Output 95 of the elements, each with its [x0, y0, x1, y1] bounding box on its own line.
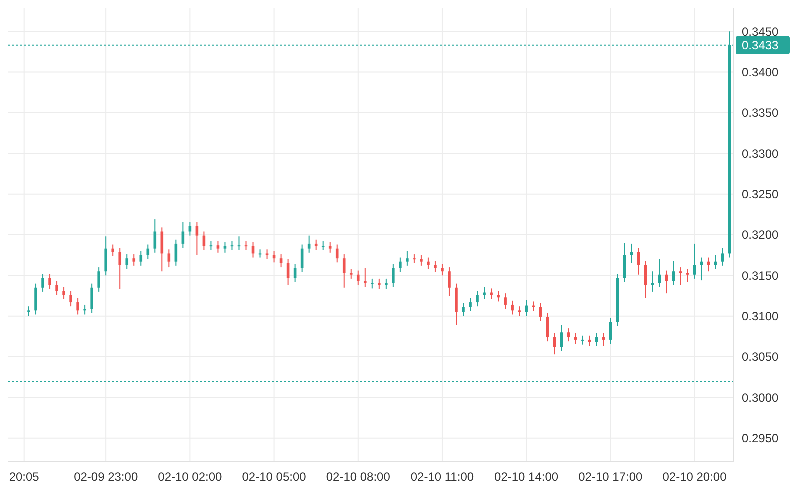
candlestick [448, 267, 451, 297]
candlestick [34, 283, 38, 316]
candlestick [62, 286, 66, 300]
x-tick-label: 02-10 14:00 [494, 470, 559, 484]
candlestick [48, 274, 52, 290]
y-tick-label: 0.3450 [742, 24, 780, 39]
candlestick [602, 332, 606, 347]
candlestick [693, 243, 696, 280]
y-tick-label: 0.3200 [742, 228, 780, 242]
candlestick [595, 332, 598, 347]
candlestick [399, 257, 402, 273]
candlestick [392, 264, 395, 288]
candlestick [196, 221, 199, 256]
candlestick [553, 332, 556, 356]
candlestick [378, 278, 381, 290]
candlestick [630, 243, 634, 264]
candlestick [546, 312, 549, 342]
candlestick [42, 274, 44, 292]
candlestick [560, 324, 564, 352]
x-tick-label: 02-09 23:00 [74, 470, 138, 484]
candlestick [308, 235, 311, 254]
candlestick [406, 250, 409, 266]
candlestick [504, 293, 507, 310]
candlestick [525, 300, 528, 317]
candlestick [216, 241, 220, 254]
candlestick [427, 257, 430, 270]
candlestick [644, 260, 648, 299]
candlestick [721, 248, 724, 266]
candlestick [462, 302, 465, 317]
x-tick-label: 02-10 20:00 [662, 470, 728, 484]
candlestick [609, 317, 612, 345]
x-tick-label: 02-10 02:00 [158, 470, 223, 484]
candlestick [140, 250, 143, 266]
candlestick [90, 283, 94, 314]
candlestick [258, 249, 262, 258]
candlestick [146, 244, 150, 260]
candlestick [385, 278, 388, 290]
candlestick [336, 244, 339, 264]
candlestick [434, 260, 437, 273]
y-tick-label: 0.2950 [742, 432, 780, 446]
y-tick-label: 0.3000 [742, 390, 780, 405]
candlestick [328, 242, 332, 254]
x-tick-label: 02-10 17:00 [578, 470, 644, 484]
y-tick-label: 0.3350 [742, 106, 780, 120]
candlestick [350, 268, 353, 280]
candlestick [126, 254, 129, 270]
candlestick [539, 302, 542, 322]
candlestick [104, 236, 108, 276]
candlestick [314, 239, 318, 251]
candlestick [224, 242, 227, 254]
y-tick-label: 0.3250 [742, 188, 780, 202]
candlestick [497, 290, 500, 302]
candlestick [28, 306, 30, 317]
x-tick-label: 20:05 [9, 470, 40, 484]
candlestick [469, 298, 472, 312]
candlestick [588, 335, 592, 347]
x-tick-label: 02-10 08:00 [326, 470, 391, 484]
candlestick [651, 271, 654, 292]
candlestick [370, 278, 374, 290]
candlestick [118, 248, 122, 290]
candlestick [132, 254, 136, 266]
x-tick-label: 02-10 05:00 [242, 470, 307, 484]
ref-line-label: 0.3433 [742, 38, 780, 53]
candlestick [76, 298, 80, 316]
candlestick [174, 239, 178, 266]
candlestick [342, 254, 346, 288]
candlestick [84, 304, 86, 316]
y-tick-label: 0.3150 [742, 268, 780, 283]
candlestick [532, 301, 535, 312]
candlestick [168, 249, 171, 268]
candlestick [567, 328, 570, 342]
candlestick [56, 280, 58, 296]
candlestick [70, 290, 72, 308]
candlestick [238, 236, 241, 251]
candlestick [364, 268, 367, 288]
candlestick [574, 332, 578, 345]
candlestick [98, 267, 100, 292]
candlestick [441, 264, 444, 276]
candlestick [182, 221, 185, 249]
candlestick [420, 254, 423, 266]
candlestick [280, 254, 283, 268]
candlestick [476, 290, 479, 308]
candlestick [672, 260, 676, 286]
x-tick-label: 02-10 11:00 [410, 470, 474, 484]
y-tick-label: 0.3300 [742, 146, 780, 161]
candlestick [266, 249, 269, 260]
candlestick [518, 306, 521, 317]
candlestick [511, 300, 514, 316]
y-tick-label: 0.3400 [742, 65, 780, 80]
candlestick [154, 219, 157, 254]
candlestick [112, 244, 115, 257]
candlestick [356, 270, 360, 286]
y-tick-label: 0.3050 [742, 350, 780, 364]
candlestick [686, 268, 690, 283]
y-tick-label: 0.3100 [742, 310, 780, 324]
